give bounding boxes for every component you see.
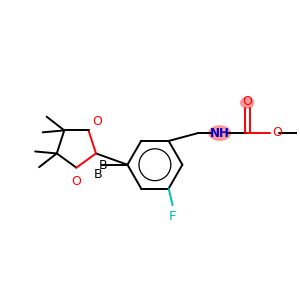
Text: B: B bbox=[99, 159, 108, 172]
Ellipse shape bbox=[241, 97, 253, 108]
Text: NH: NH bbox=[210, 127, 230, 140]
Text: B: B bbox=[94, 168, 102, 181]
Text: O: O bbox=[92, 116, 102, 128]
Text: F: F bbox=[169, 210, 176, 223]
Text: O: O bbox=[71, 175, 81, 188]
Text: O: O bbox=[242, 95, 252, 108]
Ellipse shape bbox=[209, 126, 230, 140]
Text: O: O bbox=[273, 126, 283, 139]
